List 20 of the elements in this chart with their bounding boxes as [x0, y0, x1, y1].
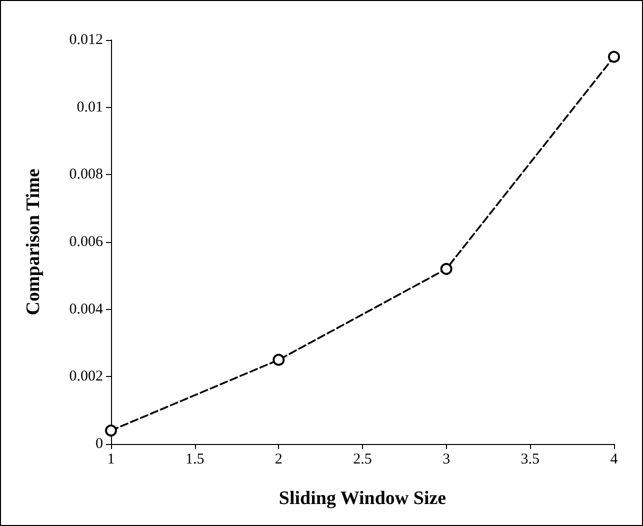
- y-tick-label: 0.012: [69, 32, 103, 48]
- x-tick-label: 4: [610, 452, 618, 468]
- y-tick-label: 0.006: [69, 234, 104, 250]
- x-tick-label: 3.5: [520, 452, 540, 468]
- x-tick-label: 3: [442, 452, 450, 468]
- x-tick-label: 1.5: [185, 452, 204, 468]
- y-tick-label: 0.008: [69, 166, 103, 183]
- y-tick-label: 0.002: [69, 368, 103, 385]
- point: [272, 354, 285, 366]
- x-axis-title: Sliding Window Size: [278, 488, 446, 509]
- x-tick-label: 2.5: [353, 452, 372, 468]
- point: [440, 262, 452, 275]
- x-tick-label: 2: [274, 452, 282, 468]
- y-axis-title: Comparison Time: [23, 168, 44, 316]
- y-tick-label: 0.01: [76, 99, 103, 116]
- y-tick-label: 0.004: [69, 301, 104, 318]
- y-tick-label: 0: [96, 436, 103, 452]
- point: [608, 50, 620, 63]
- point: [105, 424, 117, 437]
- x-tick-label: 1: [107, 452, 115, 468]
